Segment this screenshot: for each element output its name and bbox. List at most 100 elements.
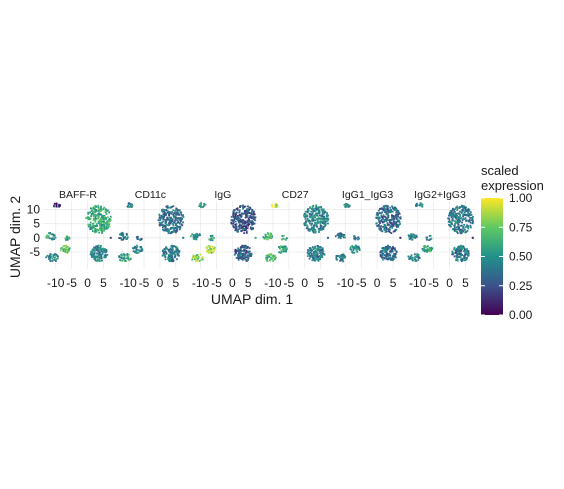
scatter-point [422,245,425,248]
scatter-point [252,216,255,219]
legend-tick-label: 1.00 [509,191,533,205]
scatter-point [269,232,272,235]
scatter-point [232,214,235,217]
scatter-point [170,218,173,220]
scatter-point [171,256,174,259]
scatter-point [196,258,199,261]
scatter-point [469,211,472,214]
scatter-point [315,258,318,261]
scatter-point [394,228,397,231]
scatter-point [209,235,212,237]
scatter-point [230,219,233,222]
scatter-point [249,206,252,209]
scatter-point [456,230,458,233]
scatter-point [380,225,382,228]
scatter-point [395,223,397,226]
scatter-point [196,235,199,238]
scatter-point [386,254,389,257]
scatter-point [448,223,450,226]
scatter-point [93,252,96,255]
scatter-point [252,212,255,214]
scatter-point [420,202,423,205]
scatter-point [193,235,195,238]
scatter-point [380,250,382,253]
scatter-point [242,206,244,209]
scatter-point [284,245,287,248]
scatter-point [213,246,216,249]
scatter-point [352,249,355,252]
scatter-point [317,259,320,262]
scatter-point [320,208,323,210]
scatter-point [459,258,462,261]
scatter-point [104,256,107,259]
scatter-point [97,244,100,247]
scatter-point [89,223,91,226]
scatter-point [283,247,286,250]
scatter-point [238,217,241,220]
scatter-point [168,212,170,215]
scatter-point [55,254,58,257]
scatter-point [100,205,102,208]
facet-panel: IgG-10 -5 0 5 [187,189,258,290]
scatter-point [285,248,287,251]
scatter-point [325,220,328,223]
scatter-point [209,239,212,242]
scatter-point [163,248,166,250]
x-tick-label: 0 [84,276,91,290]
scatter-point [242,207,244,210]
scatter-point [251,220,253,222]
scatter-point [118,233,121,236]
scatter-point [394,214,397,217]
scatter-point [212,249,215,251]
scatter-point [240,246,242,249]
scatter-point [211,239,214,242]
scatter-point [99,253,102,256]
scatter-point [105,255,107,258]
scatter-point [349,248,352,250]
scatter-point [454,208,456,211]
scatter-point [418,257,421,259]
scatter-point [458,219,461,221]
scatter-point [317,220,319,222]
scatter-point [106,209,109,212]
scatter-point [66,237,68,240]
scatter-point [209,248,212,251]
scatter-point [392,255,394,258]
scatter-point [459,215,462,218]
scatter-point [416,204,418,207]
scatter-point [244,253,247,255]
scatter-point [191,256,194,259]
scatter-point [417,256,420,259]
scatter-point [92,250,95,253]
scatter-point [251,226,254,229]
scatter-point [305,227,308,230]
legend-title-line-1: scaled [481,163,519,178]
scatter-point [234,250,237,253]
scatter-point [98,210,100,213]
scatter-point [175,213,177,216]
scatter-point [383,227,386,229]
scatter-point [175,251,178,253]
scatter-point [394,230,396,233]
scatter-point [353,247,356,250]
scatter-point [268,236,271,239]
scatter-point [243,257,245,260]
scatter-point [462,245,465,248]
scatter-point [210,236,213,239]
scatter-point [252,223,255,225]
scatter-point [171,254,174,257]
scatter-point [382,217,385,220]
scatter-point [453,224,456,227]
scatter-point [95,249,98,252]
scatter-point [393,221,396,224]
scatter-point [53,234,56,236]
scatter-point [240,216,243,219]
scatter-point [240,256,243,258]
scatter-point [239,249,241,251]
scatter-point [397,220,399,223]
scatter-point [164,221,167,224]
scatter-point [430,248,433,251]
scatter-point [87,225,90,228]
scatter-point [340,233,342,235]
scatter-point [242,221,245,224]
